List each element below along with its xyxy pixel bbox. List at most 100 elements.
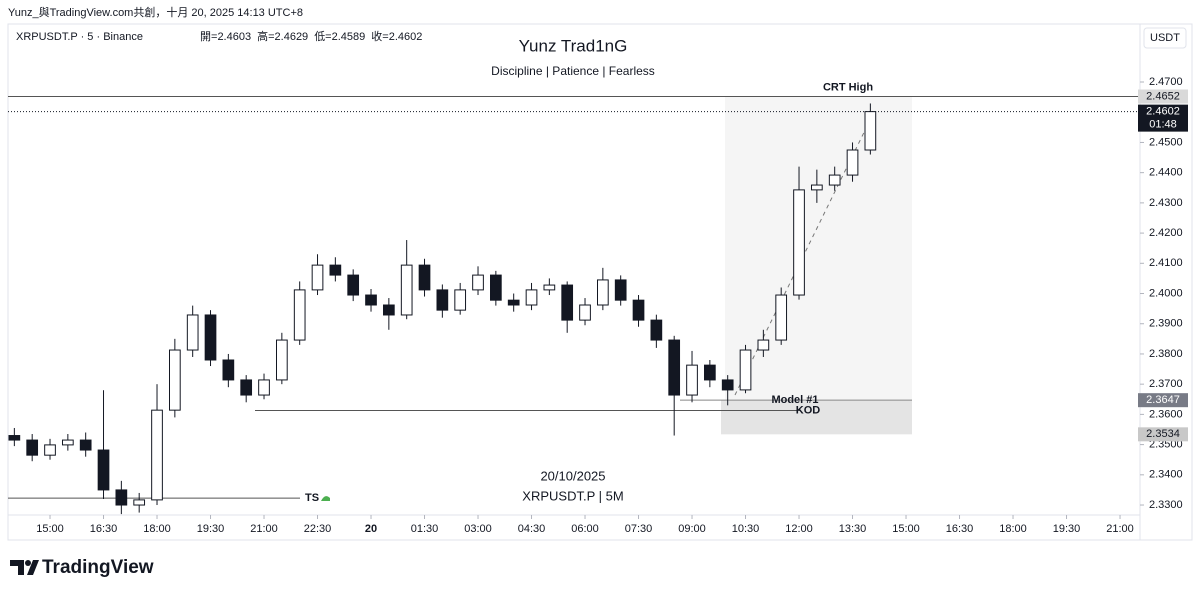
candle-body <box>632 299 645 321</box>
x-tick-label: 12:00 <box>785 523 813 535</box>
chart-title: Yunz Trad1nG <box>519 36 628 55</box>
ohlc-label: 高= <box>257 29 274 43</box>
y-tick-label: 2.4300 <box>1149 197 1183 209</box>
candle-body <box>383 304 395 316</box>
candle-body <box>311 264 324 291</box>
candle-body <box>204 314 217 361</box>
y-tick-label: 2.3300 <box>1149 499 1183 511</box>
x-tick-label: 18:00 <box>143 523 171 535</box>
x-tick-label: 09:00 <box>678 523 706 535</box>
candle-body <box>418 264 431 291</box>
candle-body <box>597 279 609 306</box>
candle-body <box>61 439 74 446</box>
x-tick-label: 16:30 <box>90 523 118 535</box>
ohlc-label: 收= <box>371 29 388 43</box>
candle-body <box>115 489 128 506</box>
model-price-box <box>1138 393 1188 408</box>
x-tick-label: 16:30 <box>946 523 974 535</box>
y-tick-label: 2.3700 <box>1149 378 1183 390</box>
candle-body <box>454 289 467 311</box>
candle-body <box>79 439 92 451</box>
branding: TradingView <box>42 557 154 578</box>
candle-body <box>793 189 805 296</box>
candle-body <box>543 284 556 291</box>
y-tick-label: 2.4500 <box>1149 136 1183 148</box>
x-tick-label: 06:00 <box>571 523 599 535</box>
candle-body <box>775 294 788 341</box>
candle-body <box>436 289 449 311</box>
candle-body <box>811 184 823 191</box>
kod-zone <box>721 400 912 435</box>
x-tick-label: 15:00 <box>892 523 920 535</box>
y-tick-label: 2.3400 <box>1149 469 1183 481</box>
currency-box[interactable] <box>1143 27 1187 49</box>
candle-body <box>614 279 627 301</box>
model-price-label: 2.3647 <box>1146 394 1180 406</box>
x-tick-label: 13:30 <box>839 523 867 535</box>
ohlc-value: 2.4629 <box>275 31 309 43</box>
x-tick-label: 04:30 <box>518 523 546 535</box>
level-label: TS <box>305 492 319 504</box>
candle-body <box>846 149 859 176</box>
candle-body <box>222 359 235 381</box>
candle-body <box>169 349 181 411</box>
logo-mark <box>27 560 39 575</box>
ohlc-label: 低= <box>314 30 331 43</box>
ohlc-value: 2.4603 <box>217 31 251 43</box>
x-tick-label: 15:00 <box>36 523 64 535</box>
candle-body <box>650 319 663 341</box>
tradingview-logo: TradingView <box>10 557 154 578</box>
y-tick-label: 2.4100 <box>1149 257 1183 269</box>
x-tick-label: 22:30 <box>304 523 332 535</box>
chart-subtitle: Discipline | Patience | Fearless <box>491 64 655 78</box>
candle-body <box>26 439 39 456</box>
crt-high-price-box <box>1138 89 1188 104</box>
y-tick-label: 2.4400 <box>1149 167 1183 179</box>
zone-bottom-price-label: 2.3534 <box>1146 428 1180 440</box>
watermark-symbol: XRPUSDT.P | 5M <box>522 488 623 503</box>
candle-body <box>579 304 591 321</box>
logo-dot <box>25 560 31 566</box>
x-tick-label: 18:00 <box>999 523 1027 535</box>
candle-body <box>97 449 110 491</box>
candle-body <box>507 299 520 306</box>
currency[interactable]: USDT <box>1150 32 1180 44</box>
candle-body <box>347 274 360 296</box>
candle-body <box>8 435 21 441</box>
watermark-date: 20/10/2025 <box>540 468 605 483</box>
zone-bottom-price-box <box>1138 427 1188 442</box>
ohlc-label: 開= <box>200 30 217 43</box>
x-tick-label: 21:00 <box>250 523 278 535</box>
candle-body <box>739 349 752 391</box>
x-tick-label: 03:00 <box>464 523 492 535</box>
ohlc-value: 2.4602 <box>389 31 423 43</box>
crt-high-price-label: 2.4652 <box>1146 90 1180 102</box>
level-label: CRT High <box>823 81 873 93</box>
candle-body <box>293 289 306 341</box>
candle-body <box>757 339 770 351</box>
logo-mark <box>10 560 24 575</box>
premium-zone <box>725 96 912 401</box>
candle-body <box>864 111 877 151</box>
last-price-label: 2.4602 <box>1146 106 1180 118</box>
ts-icon <box>321 496 330 501</box>
x-tick-label: 01:30 <box>411 523 439 535</box>
candle-body <box>276 339 288 381</box>
candle-body <box>240 379 253 396</box>
candle-body <box>704 364 716 381</box>
candle-body <box>400 264 413 316</box>
y-tick-label: 2.4700 <box>1149 76 1183 88</box>
candle-body <box>525 289 538 306</box>
candle-body <box>561 284 574 321</box>
level-label: KOD <box>796 404 821 416</box>
y-tick-label: 2.3800 <box>1149 348 1183 360</box>
candle-body <box>668 339 681 396</box>
header: Yunz_與TradingView.com共創，十月 20, 2025 14:1… <box>8 5 303 19</box>
symbol-info: XRPUSDT.P · 5 · Binance <box>16 31 143 43</box>
chart-frame <box>7 23 1193 541</box>
y-tick-label: 2.3900 <box>1149 318 1183 330</box>
candle-body <box>828 174 841 186</box>
x-tick-label: 21:00 <box>1106 523 1134 535</box>
y-tick-label: 2.4200 <box>1149 227 1183 239</box>
